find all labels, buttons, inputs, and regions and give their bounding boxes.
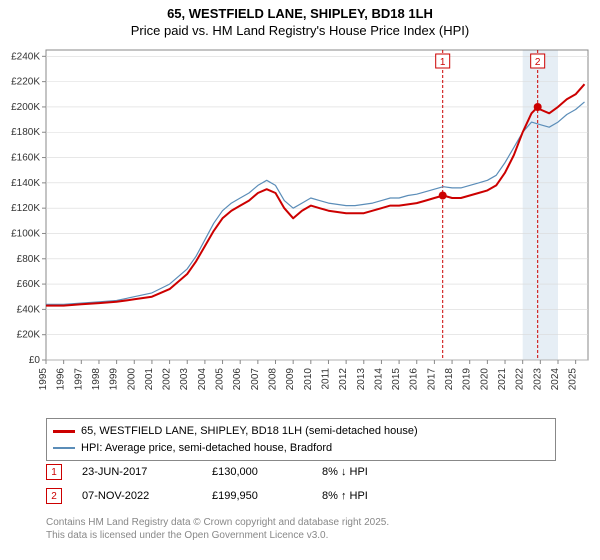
marker-number: 1 [46,464,62,480]
svg-text:2003: 2003 [179,368,190,391]
marker-number: 2 [46,488,62,504]
chart: £0 £20K £40K £60K £80K £100K £120K £140K £160K £1… [0,44,600,414]
svg-text:2018: 2018 [444,368,455,391]
footer-line2: This data is licensed under the Open Gov… [46,529,389,542]
marker-price: £199,950 [212,490,302,502]
svg-text:2008: 2008 [268,368,279,391]
svg-text:2012: 2012 [338,368,349,391]
svg-text:2000: 2000 [126,368,137,391]
svg-text:2021: 2021 [497,368,508,391]
marker-table: 1 23-JUN-2017 £130,000 8% ↓ HPI 2 07-NOV… [46,460,556,508]
marker-delta: 8% ↓ HPI [322,466,368,478]
legend-swatch [53,430,75,433]
svg-text:2006: 2006 [232,368,243,391]
marker-date: 07-NOV-2022 [82,490,192,502]
svg-text:2005: 2005 [215,368,226,391]
legend: 65, WESTFIELD LANE, SHIPLEY, BD18 1LH (s… [46,418,556,461]
legend-swatch [53,447,75,449]
marker-delta: 8% ↑ HPI [322,490,368,502]
svg-text:£40K: £40K [17,304,41,315]
svg-text:2016: 2016 [409,368,420,391]
svg-text:2011: 2011 [320,368,331,390]
legend-label: 65, WESTFIELD LANE, SHIPLEY, BD18 1LH (s… [81,423,418,440]
svg-text:£80K: £80K [17,254,41,265]
svg-text:2004: 2004 [197,368,208,391]
svg-text:£200K: £200K [11,102,40,113]
svg-text:2015: 2015 [391,368,402,391]
svg-text:2013: 2013 [356,368,367,391]
svg-text:£140K: £140K [11,178,40,189]
marker-row: 2 07-NOV-2022 £199,950 8% ↑ HPI [46,484,556,508]
svg-text:2014: 2014 [373,368,384,391]
marker-price: £130,000 [212,466,302,478]
svg-text:£180K: £180K [11,127,40,138]
svg-text:2017: 2017 [426,368,437,391]
legend-label: HPI: Average price, semi-detached house,… [81,440,332,457]
svg-text:£240K: £240K [11,51,40,62]
svg-text:£100K: £100K [11,228,40,239]
svg-text:1997: 1997 [73,368,84,391]
svg-text:2002: 2002 [162,368,173,391]
svg-text:1999: 1999 [109,368,120,391]
svg-text:1998: 1998 [91,368,102,391]
svg-text:2024: 2024 [550,368,561,391]
svg-text:2010: 2010 [303,368,314,391]
svg-text:2: 2 [535,57,541,68]
title-line1: 65, WESTFIELD LANE, SHIPLEY, BD18 1LH [0,6,600,23]
svg-text:£160K: £160K [11,153,40,164]
svg-text:£0: £0 [29,355,41,366]
svg-text:1: 1 [440,57,446,68]
marker-row: 1 23-JUN-2017 £130,000 8% ↓ HPI [46,460,556,484]
marker-date: 23-JUN-2017 [82,466,192,478]
svg-text:2009: 2009 [285,368,296,391]
title-line2: Price paid vs. HM Land Registry's House … [0,23,600,40]
svg-text:2007: 2007 [250,368,261,391]
svg-text:1996: 1996 [56,368,67,391]
svg-text:£220K: £220K [11,77,40,88]
svg-text:£120K: £120K [11,203,40,214]
svg-text:£20K: £20K [17,330,41,341]
svg-text:2001: 2001 [144,368,155,391]
chart-title: 65, WESTFIELD LANE, SHIPLEY, BD18 1LH Pr… [0,0,600,40]
svg-text:2023: 2023 [532,368,543,391]
svg-text:2019: 2019 [462,368,473,391]
footer-line1: Contains HM Land Registry data © Crown c… [46,516,389,529]
svg-text:£60K: £60K [17,279,41,290]
svg-text:2025: 2025 [568,368,579,391]
footer: Contains HM Land Registry data © Crown c… [46,516,389,542]
svg-text:1995: 1995 [38,368,49,391]
legend-item-price-paid: 65, WESTFIELD LANE, SHIPLEY, BD18 1LH (s… [53,423,549,440]
legend-item-hpi: HPI: Average price, semi-detached house,… [53,440,549,457]
svg-text:2020: 2020 [479,368,490,391]
svg-text:2022: 2022 [515,368,526,391]
